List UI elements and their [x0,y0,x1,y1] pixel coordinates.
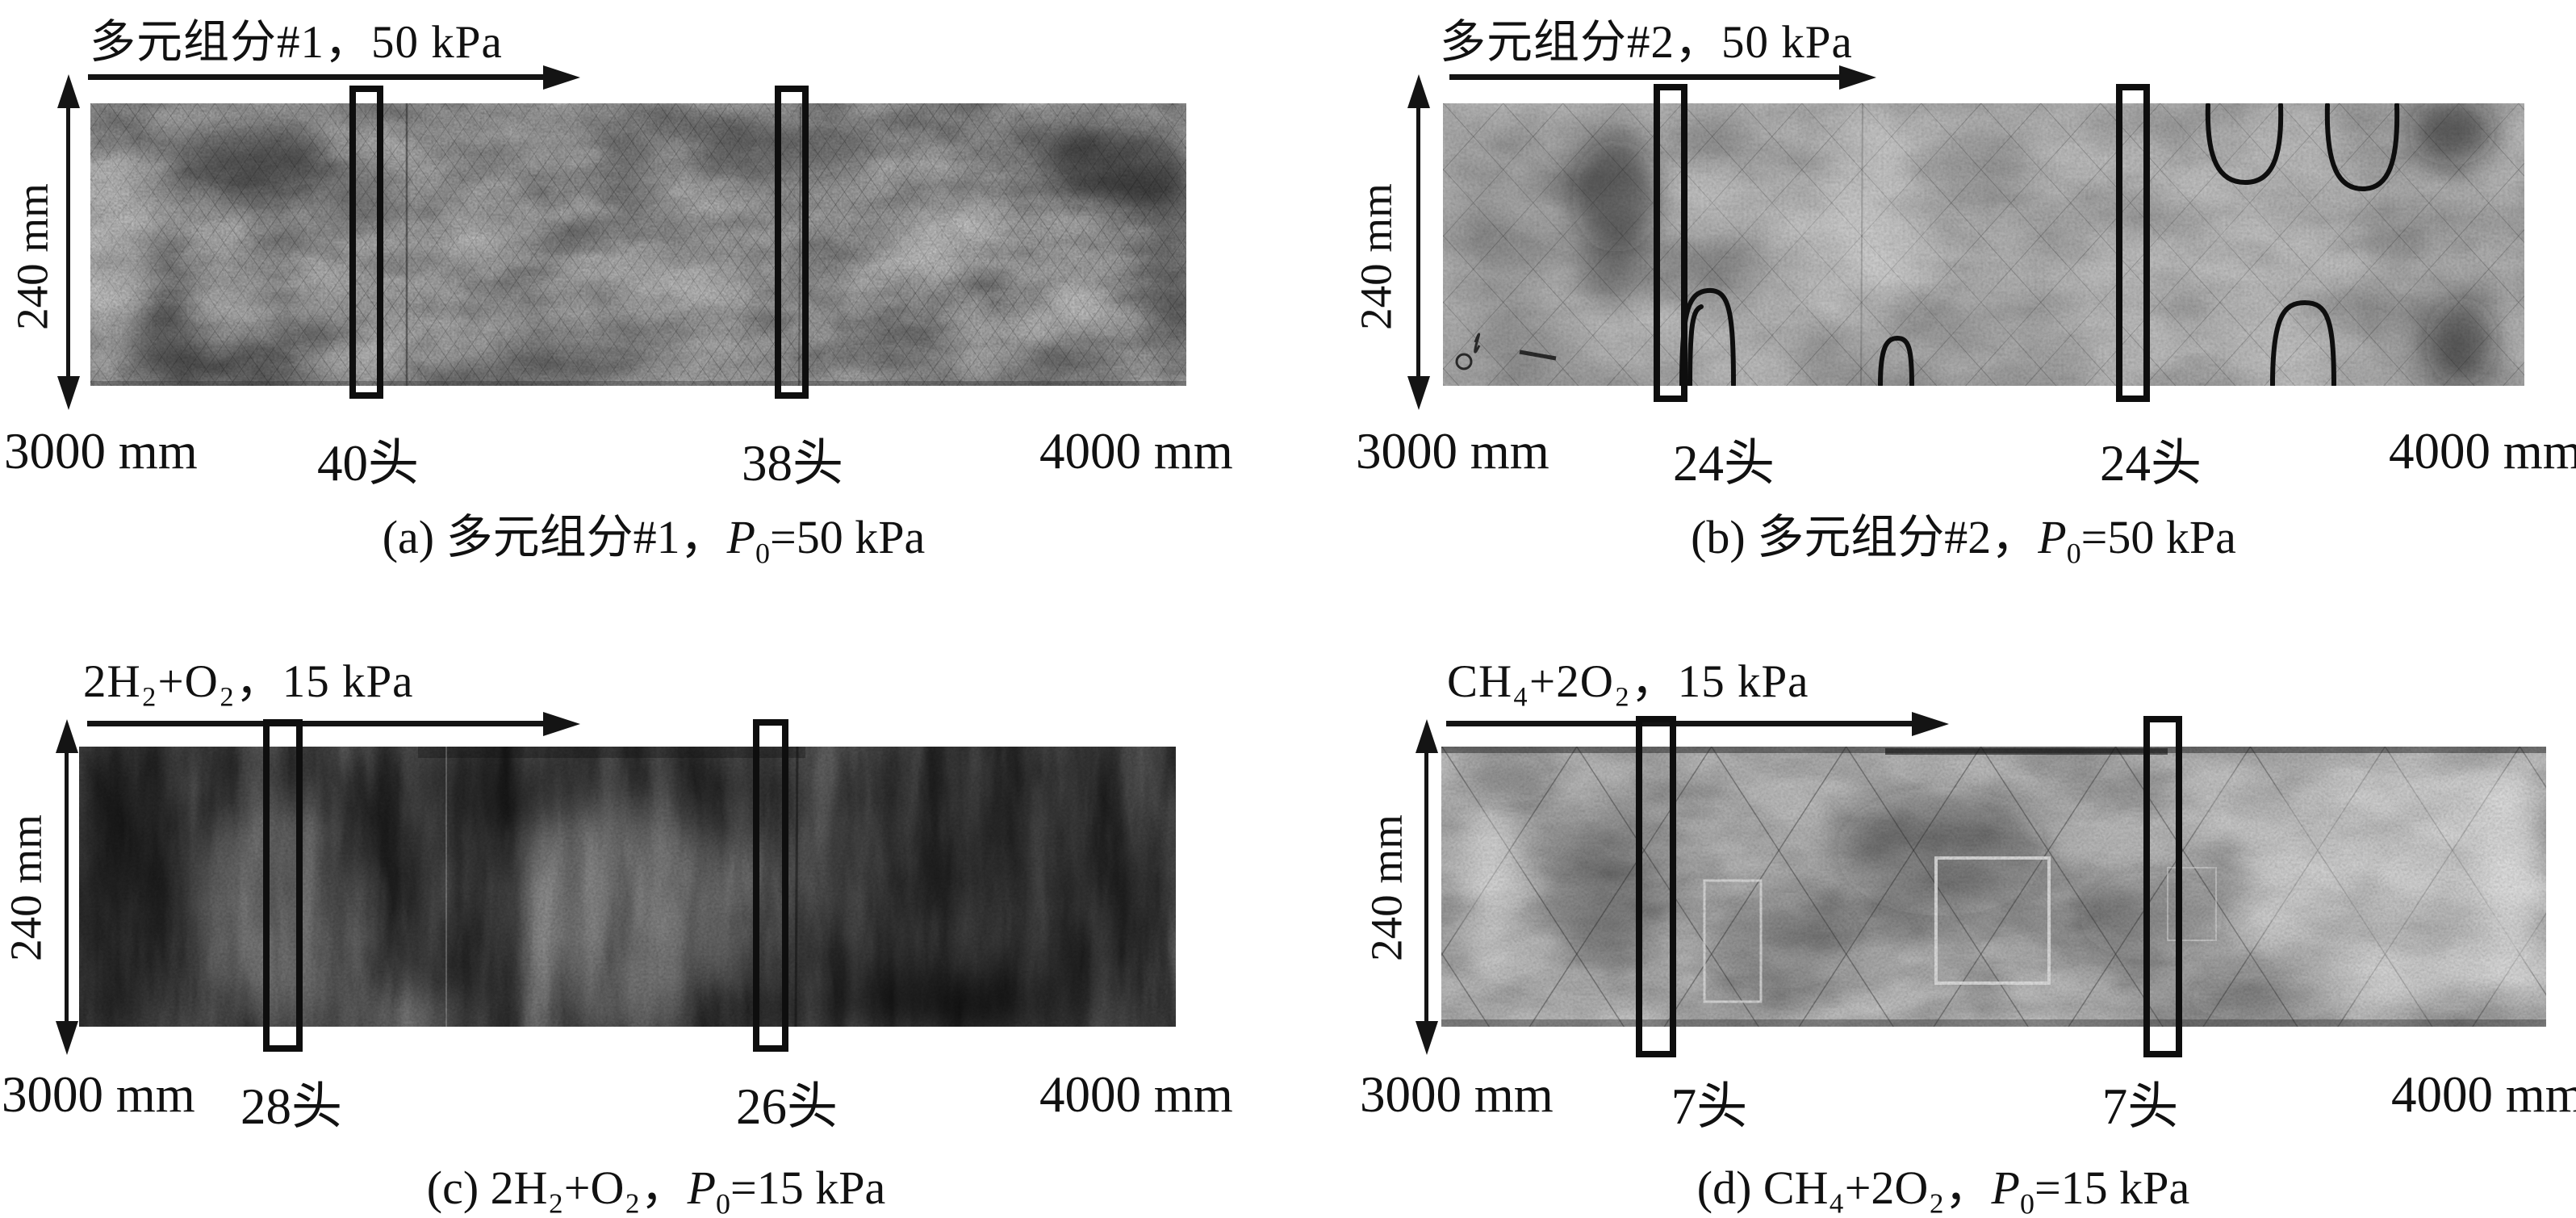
panel-b-position-label-left: 3000 mm [1356,423,1549,479]
panel-d-measurement-box-1 [1636,716,1676,1057]
pressure-value: =15 kPa [730,1161,886,1214]
panel-d-measurement-box-2 [2143,716,2182,1057]
panel-c-soot-foil-image [79,747,1176,1027]
caption-text: (d) CH₄+2O₂， [1696,1161,1992,1214]
panel-b-height-double-arrow-icon [1416,105,1420,379]
panel-a-cell-count-2: 38头 [742,435,843,492]
panel-a-mixture-title: 多元组分#1，50 kPa [90,17,503,68]
panel-a-propagation-arrow [88,65,580,90]
panel-b-soot-foil-image [1443,103,2524,386]
panel-c-mixture-title: 2H₂+O₂，15 kPa [83,656,414,707]
panel-a-height-double-arrow-icon [66,105,70,379]
arrow-head-icon [1912,711,1949,736]
panel-b-height-label: 240 mm [1351,183,1401,330]
pressure-symbol: P [726,511,756,563]
caption-text: (b) 多元组分#2， [1691,511,2039,563]
arrow-head-icon [543,711,580,736]
panel-c-height-double-arrow-icon [65,750,69,1024]
pressure-subscript: 0 [716,1187,730,1218]
panel-c-cell-count-1: 28头 [240,1078,342,1135]
panel-a-position-label-left: 3000 mm [4,423,198,479]
pressure-symbol: P [687,1161,717,1214]
pressure-subscript: 0 [755,537,771,570]
panel-d-cell-count-1: 7头 [1671,1078,1748,1135]
panel-d-position-label-right: 4000 mm [2391,1066,2576,1123]
panel-a-height-label: 240 mm [7,183,57,330]
panel-d-caption: (d) CH₄+2O₂，P0=15 kPa [1696,1149,2190,1218]
panel-c-position-label-left: 3000 mm [2,1066,195,1123]
panel-d-cell-count-2: 7头 [2101,1078,2179,1135]
panel-b-propagation-arrow [1449,65,1876,90]
pressure-symbol: P [2038,511,2067,563]
panel-c-propagation-arrow [87,711,580,736]
panel-d-propagation-arrow [1446,711,1949,736]
panel-a-measurement-box-2 [775,86,809,399]
panel-d-mixture-title: CH₄+2O₂，15 kPa [1447,656,1809,707]
panel-b-measurement-box-1 [1654,84,1687,402]
panel-b-caption: (b) 多元组分#2，P0=50 kPa [1691,499,2236,570]
panel-d-position-label-left: 3000 mm [1360,1066,1554,1123]
pressure-value: =50 kPa [2080,511,2236,563]
panel-c-cell-count-2: 26头 [736,1078,838,1135]
panel-c-caption: (c) 2H₂+O₂，P0=15 kPa [426,1149,886,1218]
panel-a-soot-foil-image [90,103,1186,386]
panel-b-cell-count-2: 24头 [2100,435,2202,492]
caption-text: (a) 多元组分#1， [382,511,727,563]
panel-d-soot-foil-image [1441,747,2546,1027]
panel-a-caption: (a) 多元组分#1，P0=50 kPa [382,499,926,570]
panel-a-cell-count-1: 40头 [317,435,419,492]
panel-c-position-label-right: 4000 mm [1039,1066,1233,1123]
pressure-subscript: 0 [2019,1187,2034,1218]
panel-b-position-label-right: 4000 mm [2389,423,2576,479]
panel-c-measurement-box-1 [263,719,303,1052]
arrow-head-icon [543,65,580,90]
pressure-value: =15 kPa [2034,1161,2190,1214]
panel-d-height-double-arrow-icon [1424,750,1428,1024]
pressure-symbol: P [1991,1161,2020,1214]
pressure-subscript: 0 [2066,537,2081,570]
panel-c-height-label: 240 mm [1,814,51,961]
caption-text: (c) 2H₂+O₂， [426,1161,688,1214]
panel-a-position-label-right: 4000 mm [1039,423,1233,479]
pressure-value: =50 kPa [770,511,926,563]
panel-b-mixture-title: 多元组分#2，50 kPa [1440,17,1853,68]
panel-c-measurement-box-2 [753,719,788,1052]
panel-b-cell-count-1: 24头 [1673,435,1775,492]
panel-b-measurement-box-2 [2116,84,2150,402]
panel-d-height-label: 240 mm [1361,814,1411,961]
panel-a-measurement-box-1 [349,86,383,399]
arrow-head-icon [1839,65,1876,90]
